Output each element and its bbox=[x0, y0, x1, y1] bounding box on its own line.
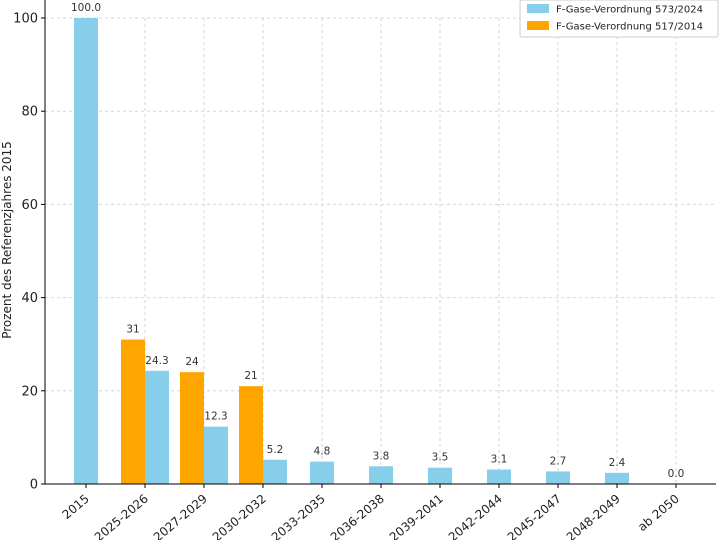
data-labels: 100.0 24.3 31 12.3 24 5.2 21 4.8 3.8 3.5 3.1 2.7 2.4… bbox=[71, 2, 684, 480]
bar-517-2014-3 bbox=[239, 386, 263, 484]
legend-swatch-orange bbox=[527, 21, 549, 30]
data-label-573-2024-0: 100.0 bbox=[71, 2, 101, 14]
data-label-573-2024-4: 4.8 bbox=[314, 446, 331, 458]
y-tick-label-100: 100 bbox=[13, 12, 38, 27]
data-label-573-2024-2: 12.3 bbox=[204, 411, 227, 423]
legend-swatch-blue bbox=[527, 4, 549, 13]
x-tick-label-10: ab 2050 bbox=[635, 492, 682, 534]
x-tick-label-0: 2015 bbox=[60, 492, 92, 522]
bar-517-2014-1 bbox=[121, 339, 145, 484]
data-label-573-2024-10: 0.0 bbox=[668, 468, 685, 480]
bar-573-2024-8 bbox=[546, 471, 570, 484]
data-label-517-2014-1: 31 bbox=[126, 324, 139, 336]
bar-517-2014-2 bbox=[180, 372, 204, 484]
y-axis-label: Prozent des Referenzjahres 2015 bbox=[0, 141, 14, 339]
bar-573-2024-2 bbox=[204, 426, 228, 484]
x-tick-label-4: 2033-2035 bbox=[269, 492, 328, 540]
y-tick-label-20: 20 bbox=[21, 384, 38, 399]
bars bbox=[74, 18, 629, 484]
x-tick-label-8: 2045-2047 bbox=[505, 492, 564, 540]
bar-573-2024-6 bbox=[428, 467, 452, 484]
data-label-573-2024-3: 5.2 bbox=[267, 444, 284, 456]
legend: F-Gase-Verordnung 573/2024 F-Gase-Verord… bbox=[519, 0, 719, 38]
y-tick-label-60: 60 bbox=[21, 198, 38, 213]
legend-box bbox=[519, 0, 719, 38]
data-label-517-2014-2: 24 bbox=[185, 356, 199, 368]
data-label-573-2024-1: 24.3 bbox=[145, 355, 168, 367]
x-tick-label-5: 2036-2038 bbox=[328, 492, 387, 540]
data-label-573-2024-8: 2.7 bbox=[550, 455, 567, 467]
x-tick-label-2: 2027-2029 bbox=[151, 492, 210, 540]
legend-entry-573-2024: F-Gase-Verordnung 573/2024 bbox=[556, 5, 703, 16]
x-tick-label-7: 2042-2044 bbox=[446, 492, 505, 540]
bar-573-2024-0 bbox=[74, 18, 98, 484]
bar-573-2024-3 bbox=[263, 459, 287, 484]
bar-573-2024-1 bbox=[145, 370, 169, 484]
data-label-517-2014-3: 21 bbox=[244, 370, 257, 382]
bar-573-2024-5 bbox=[369, 466, 393, 484]
y-tick-label-0: 0 bbox=[30, 478, 38, 493]
data-label-573-2024-5: 3.8 bbox=[373, 450, 390, 462]
bar-573-2024-7 bbox=[487, 469, 511, 484]
y-tick-label-40: 40 bbox=[21, 291, 38, 306]
bar-573-2024-9 bbox=[605, 472, 629, 484]
data-label-573-2024-6: 3.5 bbox=[432, 452, 449, 464]
x-tick-label-6: 2039-2041 bbox=[387, 492, 446, 540]
x-tick-label-1: 2025-2026 bbox=[92, 492, 151, 540]
bar-573-2024-4 bbox=[310, 461, 334, 484]
x-tick-label-3: 2030-2032 bbox=[210, 492, 269, 540]
data-label-573-2024-7: 3.1 bbox=[491, 454, 508, 466]
data-label-573-2024-9: 2.4 bbox=[609, 457, 626, 469]
y-tick-label-80: 80 bbox=[21, 105, 38, 120]
legend-entry-517-2014: F-Gase-Verordnung 517/2014 bbox=[556, 22, 703, 33]
x-tick-label-9: 2048-2049 bbox=[564, 492, 623, 540]
